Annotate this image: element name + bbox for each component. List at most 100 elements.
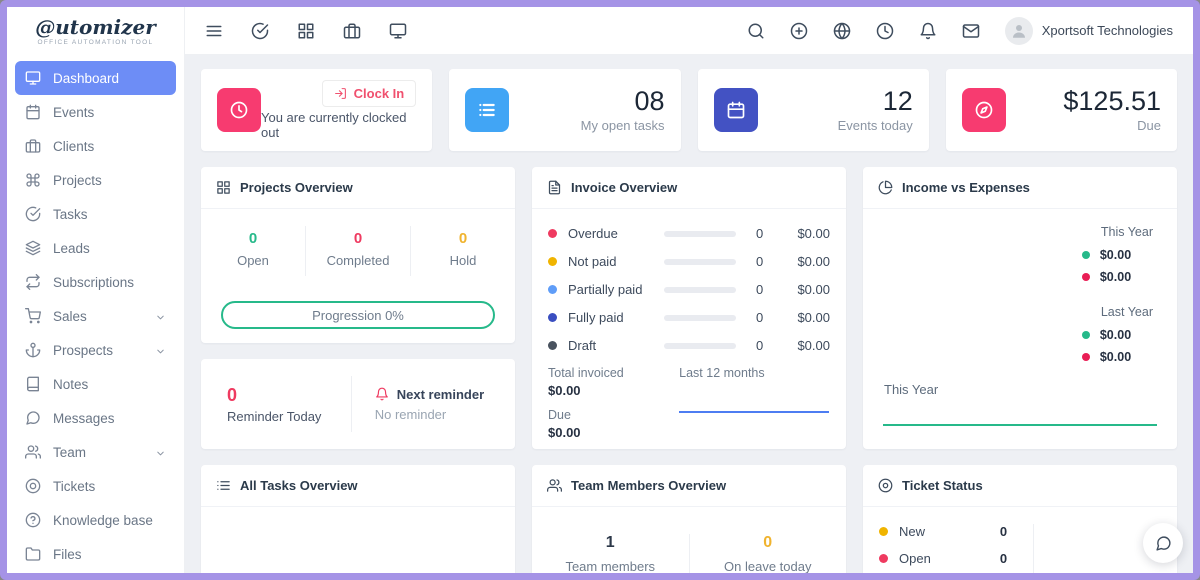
ticket-status-card: Ticket Status New 0 xyxy=(863,465,1177,573)
topbar: Xportsoft Technologies xyxy=(185,7,1193,55)
income-flat-line xyxy=(883,424,1157,426)
chevron-down-icon xyxy=(155,311,166,322)
sidebar-item-projects[interactable]: Projects xyxy=(15,163,176,197)
all-tasks-overview-card: All Tasks Overview xyxy=(201,465,515,573)
clock-in-button[interactable]: Clock In xyxy=(321,80,417,107)
invoice-row-fully-paid: Fully paid 0 $0.00 xyxy=(548,310,830,325)
topbar-tools: Xportsoft Technologies xyxy=(747,16,1173,45)
bell-icon[interactable] xyxy=(919,22,937,40)
clock-icon[interactable] xyxy=(876,22,894,40)
sidebar-item-label: Tickets xyxy=(53,478,96,494)
next-reminder-value: No reminder xyxy=(374,406,447,422)
progress-track xyxy=(664,286,736,293)
sidebar-item-events[interactable]: Events xyxy=(15,95,176,129)
events-today-label: Events today xyxy=(837,118,913,134)
sidebar-item-leads[interactable]: Leads xyxy=(15,231,176,265)
ticket-row-open: Open 0 xyxy=(879,551,1007,566)
sidebar-item-label: Events xyxy=(53,104,95,120)
card-title: Invoice Overview xyxy=(571,180,678,195)
sidebar-item-label: Leads xyxy=(53,240,90,256)
legend-this-year-label: This Year xyxy=(1100,225,1153,239)
projects-overview-card: Projects Overview 0 Open 0 Completed 0 Hold… xyxy=(201,167,515,343)
chart-axis-label: This Year xyxy=(884,382,939,397)
projects-completed-value: 0 xyxy=(353,230,363,247)
team-members-overview-card: Team Members Overview 1 Team members 0 O… xyxy=(532,465,846,573)
brand-name: @utomizer xyxy=(35,14,156,39)
due-amount-value: $125.51 xyxy=(1063,85,1161,116)
due-amount-label: Due xyxy=(1137,118,1161,134)
invoice-row-draft: Draft 0 $0.00 xyxy=(548,338,830,353)
disc-icon xyxy=(878,478,893,493)
sidebar-item-files[interactable]: Files xyxy=(15,537,176,571)
legend-entry-expense: $0.00 xyxy=(1081,350,1153,364)
invoice-overview-card: Invoice Overview Overdue 0 $0.00 xyxy=(532,167,846,449)
open-tasks-value: 08 xyxy=(634,85,665,116)
status-dot xyxy=(548,257,557,266)
anchor-icon xyxy=(25,342,41,358)
calendar-icon xyxy=(25,104,41,120)
clients-shortcut-icon[interactable] xyxy=(343,22,361,40)
chevron-down-icon xyxy=(155,447,166,458)
sidebar-item-tasks[interactable]: Tasks xyxy=(15,197,176,231)
invoice-row-overdue: Overdue 0 $0.00 xyxy=(548,226,830,241)
status-dot xyxy=(548,285,557,294)
sidebar-item-label: Messages xyxy=(53,410,115,426)
sidebar-item-dashboard[interactable]: Dashboard xyxy=(15,61,176,95)
progress-track xyxy=(664,342,736,349)
total-invoiced-value: $0.00 xyxy=(548,383,581,398)
sidebar-item-label: Projects xyxy=(53,172,102,188)
sidebar-item-label: Notes xyxy=(53,376,89,392)
sidebar-item-team[interactable]: Team xyxy=(15,435,176,469)
card-title: Ticket Status xyxy=(902,478,983,493)
search-icon[interactable] xyxy=(747,22,765,40)
invoice-sparkline xyxy=(679,411,830,413)
status-dot xyxy=(548,313,557,322)
ticket-row-new: New 0 xyxy=(879,524,1007,539)
plus-circle-icon[interactable] xyxy=(790,22,808,40)
menu-icon[interactable] xyxy=(205,22,223,40)
open-tasks-card: 08 My open tasks xyxy=(449,69,681,151)
globe-icon[interactable] xyxy=(833,22,851,40)
reminder-count: 0 xyxy=(227,384,238,405)
account-name: Xportsoft Technologies xyxy=(1041,23,1173,38)
sidebar-item-prospects[interactable]: Prospects xyxy=(15,333,176,367)
dashboard-shortcut-icon[interactable] xyxy=(389,22,407,40)
progress-track xyxy=(664,314,736,321)
user-menu[interactable]: Xportsoft Technologies xyxy=(1004,16,1173,45)
list-stat-icon xyxy=(465,88,510,132)
next-reminder-label: Next reminder xyxy=(396,386,485,402)
projects-hold-label: Hold xyxy=(449,253,477,268)
clock-status-text: You are currently clocked out xyxy=(261,110,407,140)
check-circle-icon xyxy=(25,206,41,222)
sidebar-item-subscriptions[interactable]: Subscriptions xyxy=(15,265,176,299)
apps-grid-icon[interactable] xyxy=(297,22,315,40)
shopping-cart-icon xyxy=(25,308,41,324)
income-dot xyxy=(1081,251,1090,259)
income-vs-expenses-card: Income vs Expenses This Year $0.00 $0.00… xyxy=(863,167,1177,449)
expense-dot xyxy=(1081,273,1090,281)
content-area: Xportsoft Technologies Clock In You are … xyxy=(185,7,1193,573)
reminder-count-label: Reminder Today xyxy=(227,408,322,424)
projects-open-label: Open xyxy=(237,253,269,268)
sidebar-item-knowledge-base[interactable]: Knowledge base xyxy=(15,503,176,537)
sidebar-item-notes[interactable]: Notes xyxy=(15,367,176,401)
sidebar-item-clients[interactable]: Clients xyxy=(15,129,176,163)
message-circle-icon xyxy=(25,410,41,426)
sidebar-item-label: Tasks xyxy=(53,206,88,222)
projects-open-value: 0 xyxy=(248,230,258,247)
card-title: Income vs Expenses xyxy=(902,180,1030,195)
invoice-row-not-paid: Not paid 0 $0.00 xyxy=(548,254,830,269)
topbar-quick-actions xyxy=(205,22,407,40)
sidebar-item-expenses[interactable]: Expenses xyxy=(15,571,176,573)
progress-track xyxy=(664,258,736,265)
tasks-shortcut-icon[interactable] xyxy=(251,22,269,40)
sidebar-item-tickets[interactable]: Tickets xyxy=(15,469,176,503)
mail-icon[interactable] xyxy=(962,22,980,40)
card-title: Team Members Overview xyxy=(571,478,727,493)
sidebar-item-label: Sales xyxy=(53,308,87,324)
sidebar-item-messages[interactable]: Messages xyxy=(15,401,176,435)
sidebar-item-sales[interactable]: Sales xyxy=(15,299,176,333)
sidebar-nav: Dashboard Events Clients Projects Tasks … xyxy=(7,55,184,573)
brand-logo[interactable]: @utomizer OFFICE AUTOMATION TOOL xyxy=(7,7,184,55)
chat-button[interactable] xyxy=(1143,523,1183,563)
